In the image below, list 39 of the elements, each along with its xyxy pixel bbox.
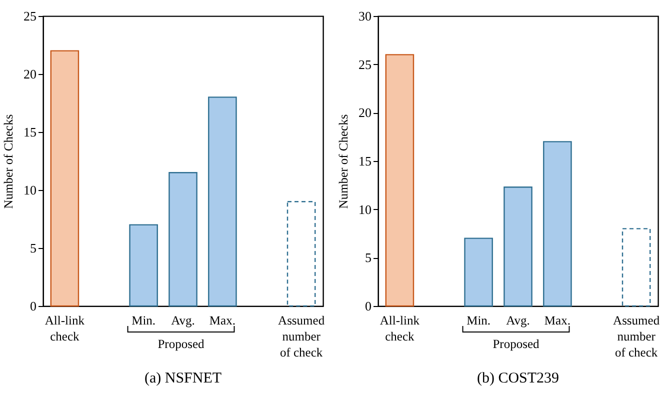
text: (b) COST239	[476, 370, 560, 386]
text: (a) NSFNET	[144, 370, 222, 386]
y-axis-title: Number of Checks	[336, 114, 350, 209]
bar	[286, 201, 316, 307]
x-tick-label: Avg.	[506, 314, 530, 328]
bar	[385, 54, 414, 307]
x-tick-label: Max.	[544, 314, 570, 328]
bar	[504, 186, 532, 307]
x-tick-label: Min.	[132, 314, 156, 328]
bar	[129, 224, 158, 307]
text: Proposed	[492, 337, 540, 351]
x-tick-label: Min.	[466, 314, 491, 328]
y-tick-label: 15	[358, 154, 372, 168]
bar	[50, 50, 80, 307]
y-tick-label: 15	[24, 124, 36, 140]
y-tick-label: 25	[358, 56, 372, 72]
bar	[622, 228, 651, 307]
bar	[208, 96, 237, 307]
y-tick-label: 0	[30, 298, 36, 314]
x-tick-label: Max.	[209, 314, 236, 328]
bar	[464, 238, 493, 307]
y-axis-title: Number of Checks	[2, 114, 16, 209]
y-tick-label: 5	[365, 250, 372, 266]
x-tick-label: All-link check	[380, 314, 420, 344]
y-tick-label: 20	[358, 105, 372, 120]
x-tick-label: Assumed number of check	[278, 314, 326, 360]
y-tick-label: 10	[358, 202, 372, 217]
bar	[168, 172, 198, 307]
y-tick-label: 10	[24, 182, 36, 198]
y-tick-label: 25	[24, 8, 36, 24]
x-tick-label: Avg.	[171, 314, 195, 328]
text: Proposed	[158, 337, 206, 351]
y-tick-label: 0	[365, 298, 372, 314]
x-tick-label: Assumed number of check	[613, 314, 660, 360]
bar	[543, 141, 572, 307]
y-tick-label: 5	[30, 240, 36, 256]
y-tick-label: 30	[358, 8, 372, 24]
y-tick-label: 20	[24, 66, 36, 82]
x-tick-label: All-link check	[44, 314, 86, 344]
